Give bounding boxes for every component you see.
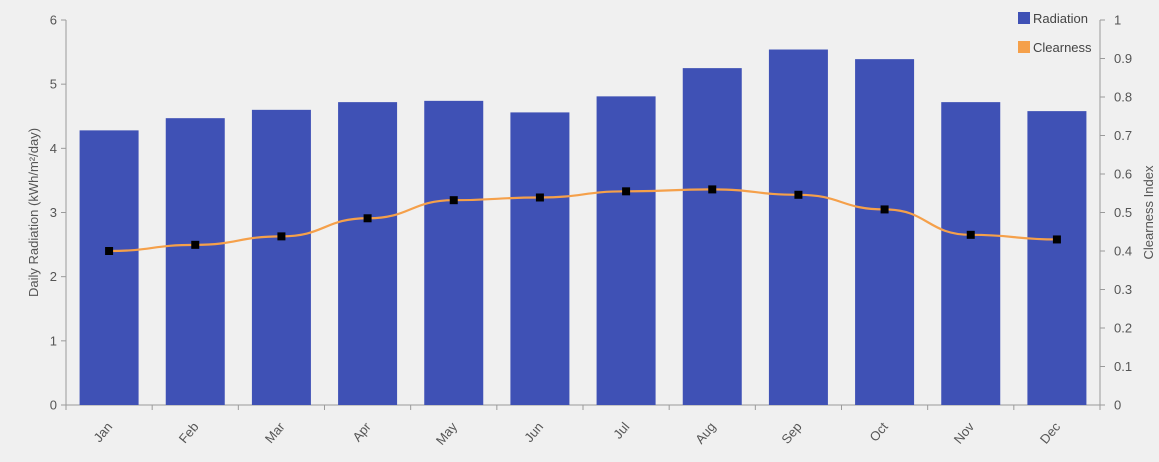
clearness-marker (105, 247, 114, 255)
clearness-marker (449, 196, 458, 205)
left-tick-label: 1 (50, 333, 57, 348)
radiation-bar (165, 118, 225, 406)
right-tick-label: 0.3 (1114, 282, 1132, 297)
clearness-marker (966, 230, 975, 239)
x-tick-label: Apr (349, 419, 374, 445)
legend-swatch-clearness (1018, 41, 1030, 53)
left-tick-label: 6 (50, 13, 57, 28)
clearness-marker (622, 187, 631, 196)
right-tick-label: 0.4 (1114, 244, 1132, 259)
radiation-bar (338, 102, 398, 405)
clearness-marker (708, 185, 717, 194)
x-tick-label: Jun (521, 419, 546, 445)
y2-axis-title: Clearness Index (1141, 165, 1156, 259)
clearness-marker (535, 193, 544, 202)
radiation-bar (596, 96, 656, 405)
x-tick-label: May (433, 419, 461, 448)
right-tick-label: 0.9 (1114, 51, 1132, 66)
radiation-bar (768, 49, 828, 406)
x-tick-label: Jan (90, 419, 115, 445)
right-tick-label: 0.1 (1114, 359, 1132, 374)
x-tick-label: Oct (866, 419, 891, 444)
y-axis-title: Daily Radiation (kWh/m²/day) (26, 128, 41, 297)
left-tick-label: 4 (50, 141, 57, 156)
right-tick-label: 0.2 (1114, 321, 1132, 336)
radiation-bar (941, 102, 1001, 405)
left-tick-label: 2 (50, 269, 57, 284)
right-tick-label: 0.8 (1114, 90, 1132, 105)
legend: Radiation Clearness (1018, 11, 1092, 55)
right-tick-label: 0 (1114, 398, 1121, 413)
x-tick-label: Aug (692, 419, 718, 446)
radiation-bar (424, 100, 484, 405)
right-tick-label: 0.5 (1114, 205, 1132, 220)
clearness-marker (363, 214, 372, 223)
clearness-marker (880, 205, 889, 214)
x-tick-label: Sep (778, 419, 804, 446)
clearness-marker (277, 232, 286, 241)
radiation-bar (1027, 111, 1087, 405)
radiation-bar (855, 59, 915, 406)
legend-swatch-radiation (1018, 12, 1030, 24)
clearness-line-layer (105, 185, 1061, 255)
clearness-marker (191, 240, 200, 249)
x-tick-label: Nov (951, 419, 978, 447)
bars-layer (79, 49, 1087, 406)
x-tick-label: Dec (1037, 419, 1064, 447)
right-tick-label: 0.7 (1114, 128, 1132, 143)
clearness-marker (1052, 235, 1061, 244)
left-tick-label: 3 (50, 205, 57, 220)
x-tick-label: Jul (610, 419, 632, 441)
left-tick-label: 5 (50, 77, 57, 92)
radiation-bar (79, 130, 139, 405)
x-tick-label: Mar (262, 419, 288, 446)
legend-label-clearness: Clearness (1033, 40, 1092, 55)
clearness-marker (794, 190, 803, 199)
legend-label-radiation: Radiation (1033, 11, 1088, 26)
clearness-line (109, 188, 1057, 253)
right-tick-label: 1 (1114, 13, 1121, 28)
radiation-bar (251, 109, 311, 405)
right-tick-label: 0.6 (1114, 167, 1132, 182)
x-tick-label: Feb (176, 419, 202, 446)
left-tick-label: 0 (50, 398, 57, 413)
radiation-bar (510, 112, 570, 406)
radiation-bar (682, 68, 742, 405)
